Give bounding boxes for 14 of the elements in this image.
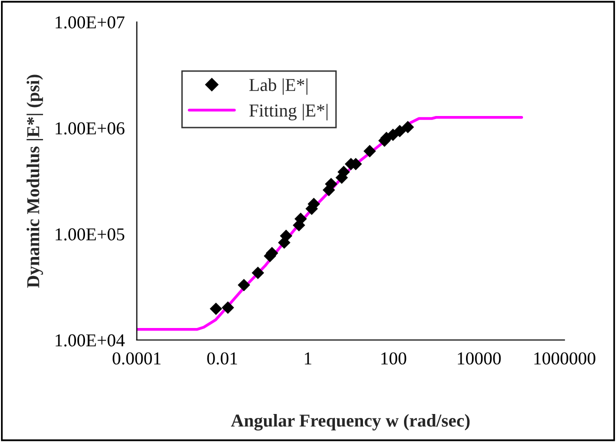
- legend-label: Lab |E*|: [249, 78, 308, 95]
- x-tick-label: 100: [381, 352, 406, 365]
- y-tick-label: 1.00E+04: [56, 334, 125, 347]
- x-axis-title: Angular Frequency w (rad/sec): [230, 414, 470, 431]
- legend-label: Fitting |E*|: [249, 104, 328, 120]
- y-tick-label: 1.00E+06: [56, 122, 124, 135]
- x-tick-label: 1: [304, 352, 312, 364]
- x-tick-label: 0.01: [207, 352, 238, 365]
- y-axis-title: Dynamic Modulus |E*| (psi): [26, 74, 44, 288]
- x-tick-label: 10000: [458, 352, 501, 365]
- y-tick-label: 1.00E+05: [56, 228, 124, 241]
- x-tick-label: 1000000: [534, 352, 596, 365]
- y-tick-label: 1.00E+07: [56, 16, 124, 29]
- x-tick-label: 0.0001: [112, 352, 161, 365]
